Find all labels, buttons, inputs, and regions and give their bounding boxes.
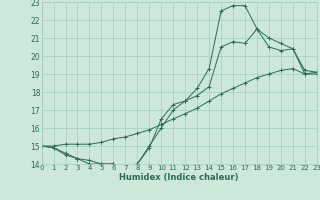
X-axis label: Humidex (Indice chaleur): Humidex (Indice chaleur) <box>119 173 239 182</box>
